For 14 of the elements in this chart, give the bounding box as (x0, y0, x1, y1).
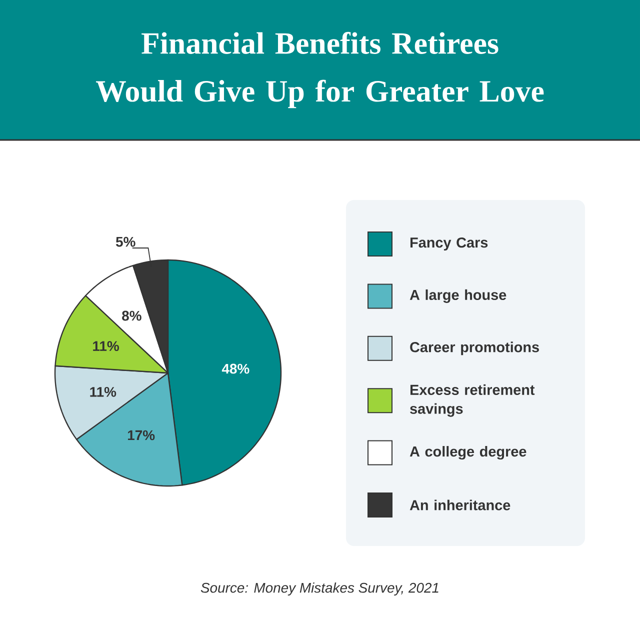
legend-label: Career promotions (410, 342, 539, 356)
legend-label: A large house (410, 289, 506, 303)
data-label: 11% (93, 341, 119, 351)
source-note: Source: Money Mistakes Survey, 2021 (200, 582, 438, 596)
legend-label: Fancy Cars (410, 237, 488, 251)
legend-label: Excess retirement savings (410, 384, 535, 417)
legend-label: An inheritance (410, 500, 510, 510)
legend-label: A college degree (410, 446, 526, 460)
chart-title: Financial Benefits Retirees Would Give Up for Greater Love (96, 32, 544, 108)
data-label: 11% (90, 387, 116, 397)
data-label: 48% (222, 364, 250, 374)
data-label: 17% (128, 430, 155, 440)
data-label: 5% (116, 236, 136, 247)
data-label: 8% (122, 310, 142, 321)
